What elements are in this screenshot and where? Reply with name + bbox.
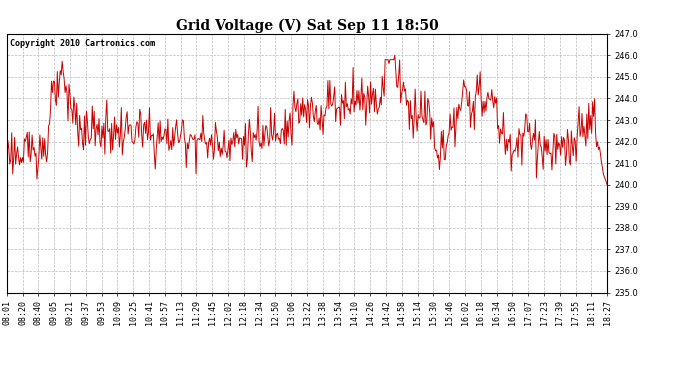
Title: Grid Voltage (V) Sat Sep 11 18:50: Grid Voltage (V) Sat Sep 11 18:50 (176, 18, 438, 33)
Text: Copyright 2010 Cartronics.com: Copyright 2010 Cartronics.com (10, 39, 155, 48)
